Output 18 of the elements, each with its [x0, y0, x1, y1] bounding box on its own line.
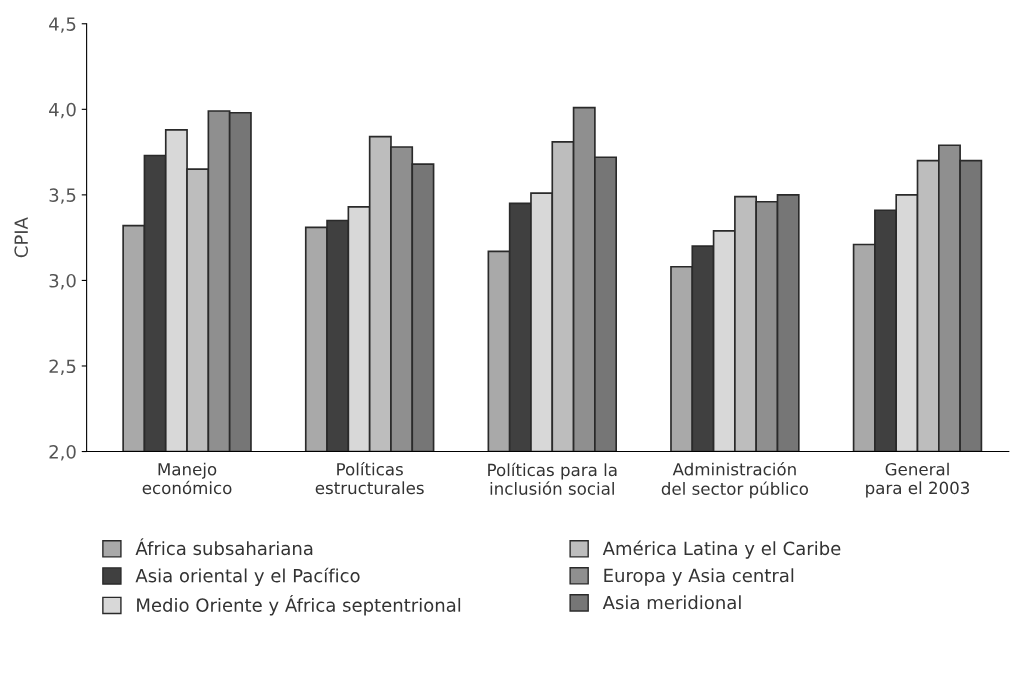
- y-tick-label: 2,5: [49, 359, 76, 375]
- x-tick-label: Manejo económico: [142, 462, 232, 495]
- y-tick-label: 3,5: [49, 188, 76, 204]
- y-tick-label: 3,0: [49, 273, 76, 290]
- x-tick-label: Políticas estructurales: [315, 461, 424, 495]
- y-tick-label: 4,5: [49, 17, 76, 33]
- legend-label: Asia meridional: [602, 595, 741, 610]
- x-tick-label: Políticas para la inclusión social: [488, 462, 617, 495]
- legend-label: África subsahariana: [135, 538, 313, 556]
- legend-label: Medio Oriente y África septentrional: [137, 594, 461, 616]
- legend-label: Europa y Asia central: [604, 568, 794, 586]
- x-tick-label: Administración del sector público: [661, 461, 809, 499]
- y-axis-title: CPIA: [14, 217, 29, 258]
- y-tick-label: 4,0: [49, 102, 76, 119]
- legend-label: Asia oriental y el Pacífico: [135, 567, 360, 586]
- x-tick-label: General para el 2003: [866, 462, 970, 498]
- legend-label: América Latina y el Caribe: [602, 540, 841, 559]
- y-tick-label: 2,0: [49, 444, 76, 461]
